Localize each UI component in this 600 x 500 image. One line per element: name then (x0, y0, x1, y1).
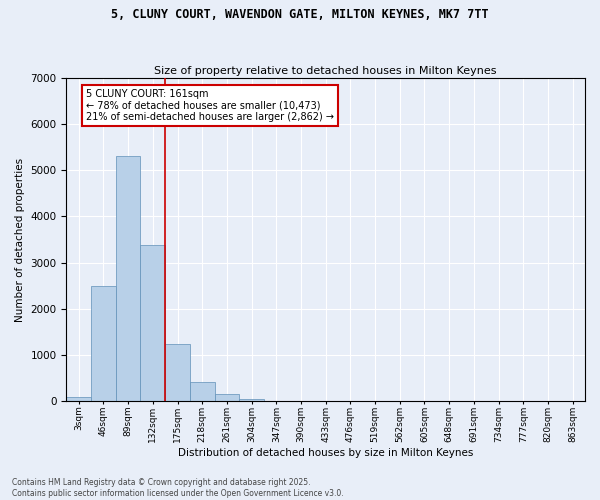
Text: 5 CLUNY COURT: 161sqm
← 78% of detached houses are smaller (10,473)
21% of semi-: 5 CLUNY COURT: 161sqm ← 78% of detached … (86, 89, 334, 122)
Bar (165, 344, 190, 402)
Text: Contains HM Land Registry data © Crown copyright and database right 2025.
Contai: Contains HM Land Registry data © Crown c… (12, 478, 344, 498)
Bar (116, 156, 140, 402)
X-axis label: Distribution of detached houses by size in Milton Keynes: Distribution of detached houses by size … (178, 448, 473, 458)
Bar (140, 245, 165, 402)
Bar (91, 286, 116, 402)
Bar (215, 394, 239, 402)
Y-axis label: Number of detached properties: Number of detached properties (15, 158, 25, 322)
Text: 5, CLUNY COURT, WAVENDON GATE, MILTON KEYNES, MK7 7TT: 5, CLUNY COURT, WAVENDON GATE, MILTON KE… (111, 8, 489, 20)
Bar (67, 397, 91, 402)
Title: Size of property relative to detached houses in Milton Keynes: Size of property relative to detached ho… (154, 66, 497, 76)
Bar (239, 398, 264, 402)
Bar (190, 382, 215, 402)
